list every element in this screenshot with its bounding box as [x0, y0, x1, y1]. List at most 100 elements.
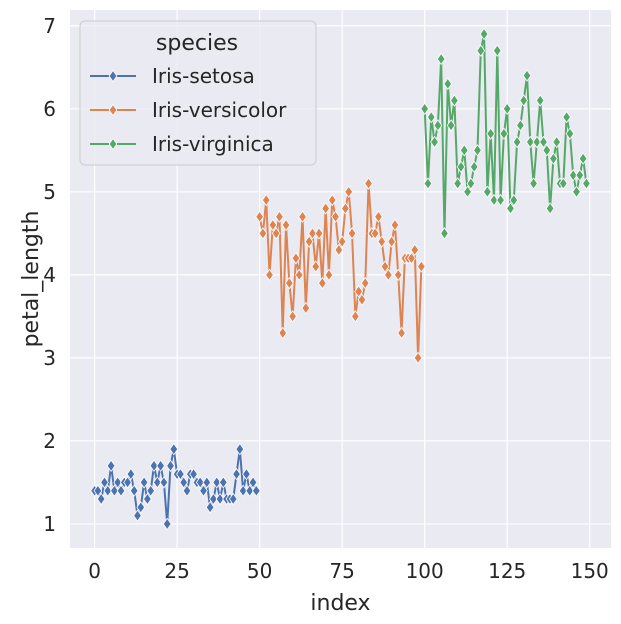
legend-marker [108, 103, 118, 117]
data-point-marker [318, 276, 327, 290]
data-point-marker [242, 467, 251, 481]
data-point-marker [327, 193, 337, 207]
data-point-marker [370, 227, 380, 240]
x-tick-label: 0 [88, 559, 101, 583]
series-iris-virginica [420, 27, 591, 240]
data-series [90, 27, 591, 531]
data-point-marker [215, 492, 225, 506]
data-point-marker [126, 467, 136, 481]
data-point-marker [463, 185, 472, 199]
data-point-marker [525, 135, 535, 149]
series-iris-setosa [90, 443, 261, 531]
data-point-marker [103, 484, 113, 497]
data-point-marker [324, 268, 334, 282]
data-point-marker [364, 177, 373, 190]
data-point-marker [176, 467, 185, 481]
data-point-marker [284, 276, 294, 290]
x-tick-label: 75 [329, 559, 354, 583]
data-point-marker [453, 177, 463, 190]
data-point-marker [351, 310, 360, 323]
data-point-marker [516, 119, 525, 132]
data-point-marker [179, 476, 189, 489]
x-tick-label: 150 [571, 559, 609, 583]
y-tick-label: 1 [43, 512, 56, 536]
data-point-marker [407, 252, 416, 265]
data-point-marker [512, 135, 522, 149]
data-point-marker [195, 476, 205, 489]
data-point-marker [532, 135, 542, 149]
x-tick-label: 25 [164, 559, 189, 583]
data-point-marker [456, 160, 466, 174]
data-point-marker [202, 476, 212, 489]
data-point-marker [149, 459, 159, 473]
data-point-marker [331, 210, 340, 223]
data-point-marker [522, 69, 532, 82]
data-point-marker [558, 177, 568, 190]
data-point-marker [410, 243, 420, 257]
data-point-marker [278, 326, 288, 340]
x-tick-label: 50 [247, 559, 272, 583]
data-point-marker [568, 169, 578, 182]
data-point-marker [314, 227, 324, 240]
data-point-marker [232, 467, 241, 481]
y-tick-label: 2 [43, 429, 56, 453]
data-point-marker [156, 459, 165, 473]
data-point-marker [420, 102, 430, 115]
data-point-marker [281, 218, 291, 232]
data-point-marker [496, 193, 505, 207]
data-point-marker [251, 484, 261, 497]
data-point-marker [212, 476, 222, 489]
data-point-marker [139, 476, 149, 489]
data-point-marker [413, 351, 423, 365]
series-iris-versicolor [255, 177, 426, 365]
data-point-marker [258, 227, 268, 240]
x-tick-label: 125 [488, 559, 526, 583]
data-point-marker [552, 135, 562, 149]
data-point-marker [433, 119, 443, 132]
data-point-marker [321, 202, 330, 215]
data-point-marker [308, 227, 317, 240]
data-point-marker [268, 218, 278, 232]
data-point-marker [159, 476, 169, 489]
data-point-marker [143, 492, 152, 506]
data-point-marker [96, 492, 106, 506]
data-point-marker [162, 517, 172, 531]
data-point-marker [417, 260, 426, 273]
data-point-marker [341, 202, 350, 215]
data-point-marker [393, 268, 403, 282]
data-point-marker [271, 227, 281, 240]
data-point-marker [450, 94, 459, 107]
data-point-marker [390, 218, 400, 232]
data-point-marker [218, 476, 228, 489]
data-point-marker [572, 185, 581, 199]
data-point-marker [304, 235, 314, 248]
data-point-marker [110, 484, 119, 497]
legend-item: Iris-versicolor [90, 98, 287, 122]
data-point-marker [344, 185, 354, 199]
data-point-marker [129, 484, 139, 497]
data-point-marker [486, 127, 496, 140]
data-point-marker [123, 476, 132, 489]
data-point-marker [294, 268, 304, 282]
data-point-marker [182, 484, 192, 497]
data-point-marker [387, 235, 397, 248]
data-point-marker [311, 260, 321, 273]
legend: species Iris-setosa Iris-versicolor Iris-v… [79, 20, 317, 166]
data-point-marker [146, 484, 156, 497]
y-tick-label: 3 [43, 346, 56, 370]
data-point-marker [116, 484, 126, 497]
legend-label: Iris-setosa [152, 64, 255, 88]
data-point-marker [334, 243, 344, 257]
data-point-marker [133, 509, 142, 522]
data-point-marker [578, 152, 588, 165]
data-point-marker [275, 210, 284, 223]
data-point-marker [529, 177, 538, 190]
y-axis-label: petal_length [19, 211, 44, 348]
legend-label: Iris-virginica [152, 132, 274, 156]
data-point-marker [228, 492, 238, 506]
data-point-marker [136, 501, 146, 514]
data-point-marker [575, 169, 585, 182]
data-point-marker [562, 110, 571, 124]
y-tick-labels: 1 2 3 4 5 6 7 [43, 14, 56, 536]
